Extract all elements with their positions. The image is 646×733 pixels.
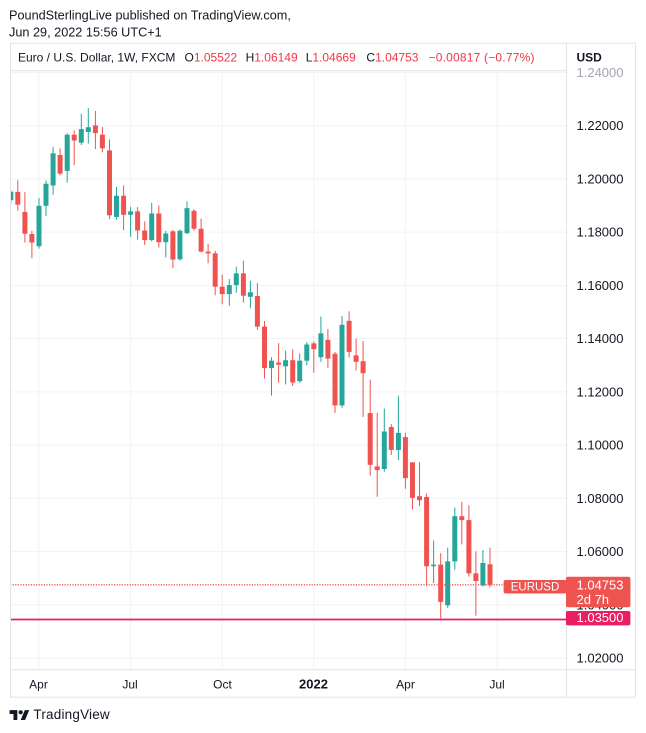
svg-text:Apr: Apr	[396, 677, 415, 691]
svg-text:Oct: Oct	[213, 677, 232, 691]
svg-text:1.18000: 1.18000	[577, 225, 624, 240]
svg-text:Jul: Jul	[122, 677, 137, 691]
svg-text:TradingView: TradingView	[33, 707, 110, 722]
svg-text:1.08000: 1.08000	[577, 491, 624, 506]
svg-text:1.24000: 1.24000	[577, 65, 624, 80]
svg-text:Apr: Apr	[29, 677, 48, 691]
svg-text:PoundSterlingLive published on: PoundSterlingLive published on TradingVi…	[9, 9, 291, 23]
svg-text:2d 7h: 2d 7h	[577, 592, 610, 607]
svg-text:1.06000: 1.06000	[577, 544, 624, 559]
svg-text:EURUSD: EURUSD	[511, 582, 560, 594]
svg-text:1.16000: 1.16000	[577, 278, 624, 293]
svg-text:Jul: Jul	[489, 677, 504, 691]
svg-text:1.12000: 1.12000	[577, 384, 624, 399]
svg-text:1.14000: 1.14000	[577, 331, 624, 346]
svg-text:2022: 2022	[299, 676, 328, 691]
svg-text:1.03500: 1.03500	[577, 610, 624, 625]
svg-text:1.22000: 1.22000	[577, 118, 624, 133]
svg-text:1.02000: 1.02000	[577, 651, 624, 666]
svg-text:1.04753: 1.04753	[577, 578, 624, 593]
svg-text:1.20000: 1.20000	[577, 172, 624, 187]
svg-text:USD: USD	[577, 50, 603, 64]
svg-text:Jun 29, 2022 15:56 UTC+1: Jun 29, 2022 15:56 UTC+1	[9, 26, 162, 40]
svg-text:1.10000: 1.10000	[577, 438, 624, 453]
